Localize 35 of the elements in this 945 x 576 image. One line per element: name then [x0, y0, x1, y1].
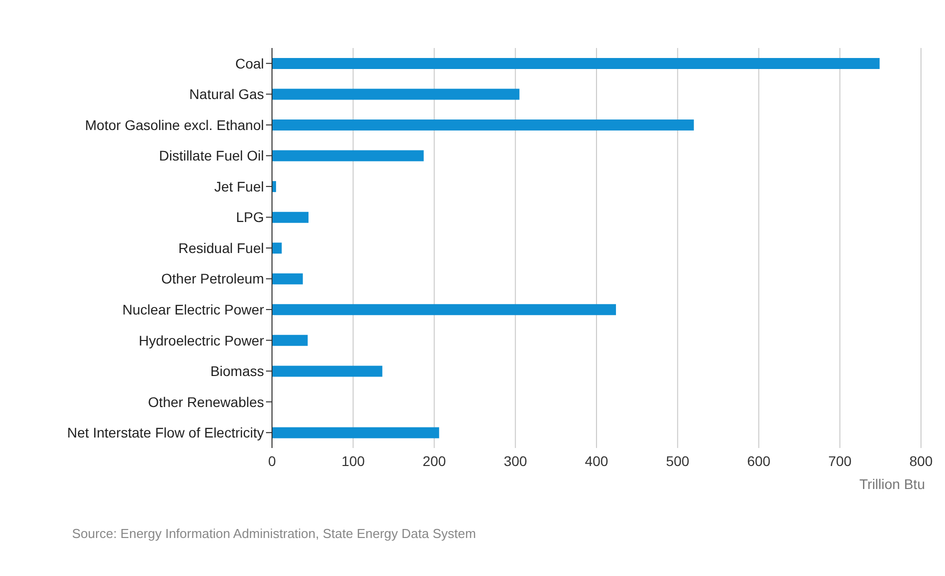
y-tick-label: Natural Gas	[189, 86, 264, 102]
x-tick-label: 0	[268, 452, 276, 469]
bar	[272, 58, 880, 69]
y-tick-label: Motor Gasoline excl. Ethanol	[85, 116, 264, 133]
bar	[272, 150, 424, 162]
bar	[272, 273, 303, 284]
x-tick-label: 400	[584, 452, 608, 469]
x-tick-label: 300	[504, 452, 528, 469]
bar	[272, 88, 520, 100]
y-tick-label: Other Petroleum	[161, 270, 264, 287]
source-note: Source: Energy Information Administration, State Energy Data System	[72, 526, 477, 541]
y-tick-label: LPG	[236, 209, 264, 226]
bar	[272, 366, 382, 377]
y-tick-label: Biomass	[210, 363, 264, 380]
bar	[272, 120, 694, 131]
y-tick-label: Jet Fuel	[214, 178, 264, 194]
x-tick-label: 100	[341, 452, 366, 469]
y-tick-label: Residual Fuel	[178, 240, 264, 256]
x-tick-label: 700	[828, 452, 852, 469]
bar	[272, 304, 616, 316]
y-tick-label: Coal	[235, 55, 264, 72]
bar	[272, 242, 282, 254]
y-tick-label: Other Renewables	[148, 394, 264, 410]
y-tick-label: Nuclear Electric Power	[122, 302, 264, 318]
y-tick-label: Net Interstate Flow of Electricity	[67, 424, 264, 441]
x-tick-label: 600	[747, 452, 771, 469]
x-tick-label: 500	[666, 452, 690, 469]
bar	[272, 334, 308, 346]
x-axis-title: Trillion Btu	[858, 476, 926, 492]
x-tick-label: 800	[909, 452, 933, 469]
bar	[272, 212, 309, 223]
x-tick-label: 200	[422, 452, 446, 469]
y-tick-label: Hydroelectric Power	[138, 332, 264, 348]
y-tick-label: Distillate Fuel Oil	[158, 148, 264, 164]
bar	[272, 427, 440, 438]
